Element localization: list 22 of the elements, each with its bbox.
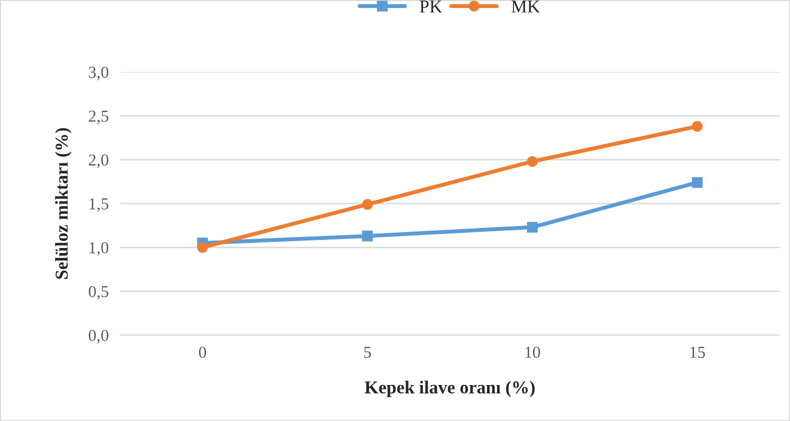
y-tick-label: 1,5	[90, 198, 108, 212]
legend-label: MK	[512, 0, 540, 12]
x-tick-label: 15	[690, 346, 705, 358]
y-tick-label: 3,0	[88, 66, 108, 80]
y-tick-label: 2,5	[88, 110, 108, 124]
x-axis-title: Kepek ilave oranı (%)	[364, 380, 535, 398]
point	[197, 242, 208, 253]
point	[526, 156, 538, 167]
point	[362, 199, 373, 210]
y-tick-label: 2,0	[88, 154, 108, 168]
legend-label: PK	[420, 0, 442, 12]
point	[692, 120, 703, 132]
point	[362, 230, 373, 242]
y-axis-title: Selüloz miktarı (%)	[55, 128, 72, 279]
x-tick-label: 0	[199, 346, 206, 358]
point	[692, 177, 703, 188]
x-tick-label: 10	[525, 346, 540, 358]
point	[526, 222, 538, 233]
x-tick-label: 5	[364, 346, 371, 358]
y-tick-label: 0,0	[88, 330, 108, 344]
y-tick-label: 0,5	[88, 286, 108, 300]
y-tick-label: 1,0	[90, 242, 108, 256]
